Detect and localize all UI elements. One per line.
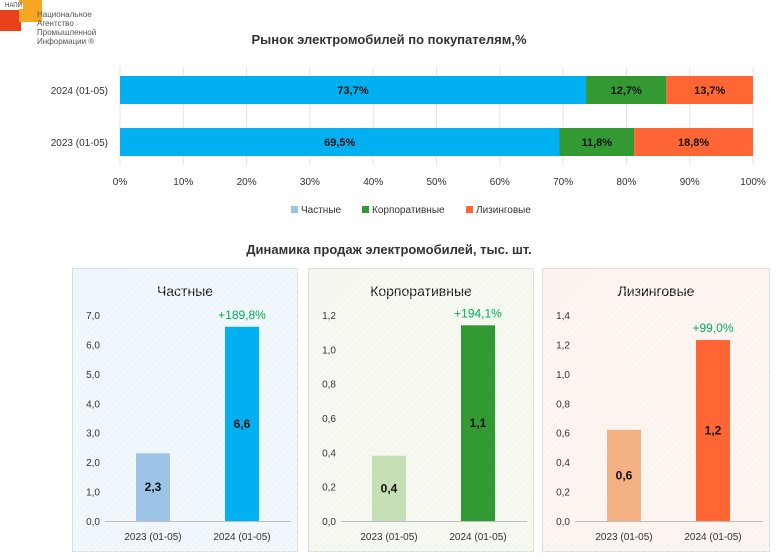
x-tick-label: 2023 (01-05): [360, 532, 417, 543]
panel-corporate: Корпоративные 0,0 0,2 0,4 0,6 0,8 1,0 1,2 0,4 20…: [308, 268, 535, 553]
x-tick-label: 90%: [680, 177, 700, 188]
legend-label: Лизинговые: [476, 205, 531, 216]
x-tick-label: 40%: [363, 177, 383, 188]
x-tick-label: 2023 (01-05): [124, 532, 181, 543]
bar-data-label: 0,4: [381, 481, 398, 495]
x-tick-label: 100%: [740, 177, 766, 188]
y-tick-label: 1,2: [556, 340, 570, 351]
y-tick-label: 7,0: [86, 311, 100, 322]
panel-hatching: [543, 269, 771, 553]
x-tick-label: 30%: [300, 177, 320, 188]
legend-label: Корпоративные: [372, 205, 445, 216]
segment-data-label: 11,8%: [582, 137, 613, 149]
stacked-bar-segment: [120, 76, 587, 104]
leasing-sales-chart: 0,0 0,2 0,4 0,6 0,8 1,0 1,2 1,4 0,6 2023 (01-05) 1…: [543, 269, 771, 553]
bar: [607, 429, 641, 521]
bar-data-label: 1,1: [470, 416, 487, 430]
stacked-bar-segment: [666, 76, 753, 104]
y-tick-label: 0,6: [322, 414, 336, 425]
segment-data-label: 73,7%: [337, 85, 368, 97]
x-tick-label: 20%: [237, 177, 257, 188]
y-tick-label: 1,0: [86, 488, 100, 499]
logo-red-square: [0, 10, 21, 31]
legend-swatch: [362, 206, 369, 213]
y-tick-label: 1,2: [322, 311, 336, 322]
x-tick-label: 2024 (01-05): [684, 532, 741, 543]
legend-swatch: [466, 206, 473, 213]
y-tick-label: 0,0: [322, 517, 336, 528]
x-tick-label: 10%: [173, 177, 193, 188]
segment-data-label: 13,7%: [694, 85, 725, 97]
bar-data-label: 0,6: [616, 468, 633, 482]
y-tick-label: 0,8: [556, 399, 570, 410]
corporate-sales-chart: 0,0 0,2 0,4 0,6 0,8 1,0 1,2 0,4 2023 (01-05) 1,1 2…: [309, 269, 535, 553]
stacked-bar-segment: [559, 128, 635, 156]
y-tick-label: 2,0: [86, 458, 100, 469]
logo-orange-square: [19, 0, 42, 22]
bar: [136, 453, 170, 521]
top-chart-title: Рынок электромобилей по покупателям,%: [251, 32, 527, 47]
y-tick-label: 4,0: [86, 399, 100, 410]
logo-name: Национальное Агентство Промышленной Инфо…: [37, 10, 97, 46]
category-label: 2024 (01-05): [51, 86, 108, 97]
x-tick-label: 2024 (01-05): [213, 532, 270, 543]
bar-data-label: 6,6: [234, 417, 251, 431]
y-tick-label: 0,0: [86, 517, 100, 528]
stacked-bar-chart: 0% 10% 20% 30% 40% 50% 60% 70% 80% 90% 100% 2024 (0…: [51, 67, 766, 216]
growth-label: +194,1%: [454, 306, 502, 320]
y-tick-label: 0,2: [556, 488, 570, 499]
napi-logo: НАПИ Национальное Агентство Промышленной…: [0, 0, 100, 52]
logo-abbr: НАПИ: [4, 3, 23, 9]
x-tick-label: 70%: [553, 177, 573, 188]
bar-data-label: 1,2: [705, 424, 722, 438]
bar: [372, 455, 406, 521]
y-tick-label: 0,2: [322, 483, 336, 494]
bar: [461, 325, 495, 521]
segment-data-label: 12,7%: [611, 85, 642, 97]
x-tick-label: 80%: [616, 177, 636, 188]
y-tick-label: 6,0: [86, 340, 100, 351]
stacked-bar-segment: [586, 76, 667, 104]
bar-data-label: 2,3: [145, 480, 162, 494]
private-sales-chart: 0,0 1,0 2,0 3,0 4,0 5,0 6,0 7,0 2,3 2023 (01-05) 6…: [73, 269, 299, 553]
y-tick-label: 0,8: [322, 380, 336, 391]
y-tick-label: 5,0: [86, 370, 100, 381]
x-tick-label: 0%: [113, 177, 128, 188]
growth-label: +189,8%: [218, 308, 266, 322]
bottom-section-title: Динамика продаж электромобилей, тыс. шт.: [246, 242, 532, 257]
segment-data-label: 69,5%: [324, 137, 355, 149]
y-tick-label: 1,0: [556, 370, 570, 381]
growth-label: +99,0%: [692, 321, 733, 335]
y-tick-label: 0,0: [556, 517, 570, 528]
bar: [225, 326, 259, 521]
y-tick-label: 1,4: [556, 311, 570, 322]
category-label: 2023 (01-05): [51, 138, 108, 149]
x-tick-label: 60%: [490, 177, 510, 188]
panel-leasing: Лизинговые 0,0 0,2 0,4 0,6 0,8 1,0 1,2 1,4 0,6 20…: [542, 268, 771, 553]
stacked-bar-segment: [634, 128, 753, 156]
y-tick-label: 1,0: [322, 345, 336, 356]
bar: [696, 340, 730, 521]
y-tick-label: 0,4: [556, 458, 570, 469]
panel-private: Частные 0,0 1,0 2,0 3,0 4,0 5,0 6,0 7,0 2,3 2023 …: [72, 268, 299, 553]
legend-swatch: [291, 206, 298, 213]
segment-data-label: 18,8%: [678, 137, 709, 149]
x-tick-label: 50%: [426, 177, 446, 188]
stacked-bar-segment: [120, 128, 560, 156]
y-tick-label: 0,4: [322, 448, 336, 459]
legend-label: Частные: [301, 205, 342, 216]
x-tick-label: 2023 (01-05): [595, 532, 652, 543]
y-tick-label: 0,6: [556, 429, 570, 440]
y-tick-label: 3,0: [86, 429, 100, 440]
x-tick-label: 2024 (01-05): [449, 532, 506, 543]
